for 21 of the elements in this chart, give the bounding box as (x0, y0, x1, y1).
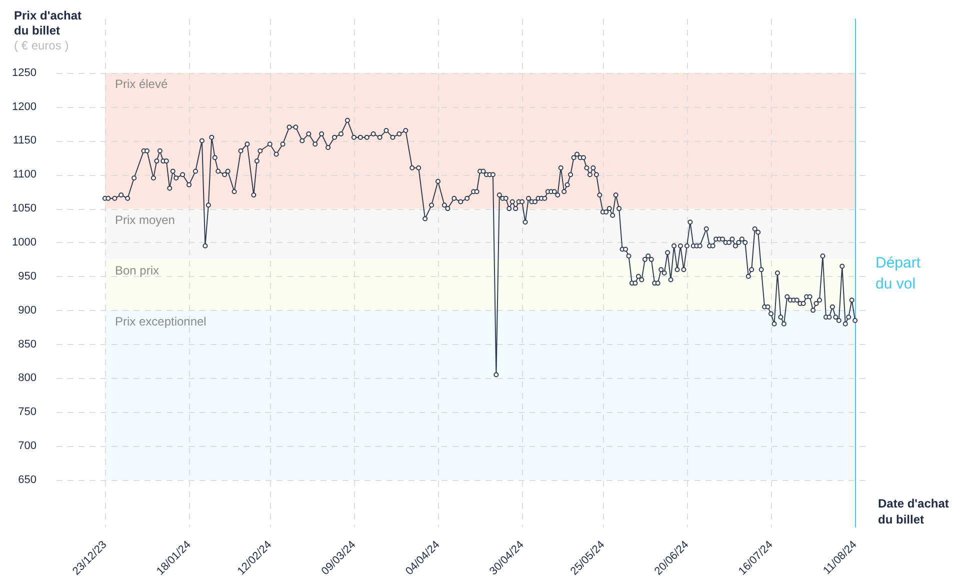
ref-line-label: Départ du vol (876, 254, 922, 293)
band-label: Prix exceptionnel (114, 314, 206, 329)
band-label: Bon prix (114, 264, 159, 278)
annotation: ( € euros ) (14, 38, 69, 52)
y-tick-label: 950 (18, 270, 36, 282)
y-tick-label: 900 (18, 304, 36, 316)
y-tick-label: 1000 (12, 236, 36, 248)
y-tick-label: 1250 (12, 66, 36, 79)
y-tick-label: 650 (18, 474, 36, 486)
y-tick-label: 850 (18, 338, 36, 350)
y-tick-label: 1050 (12, 202, 36, 215)
y-tick-label: 750 (18, 406, 36, 418)
y-axis-title: Prix d'achat du billet (14, 8, 82, 38)
band-label: Prix élevé (114, 77, 168, 92)
x-axis-title: Date d'achat du billet (878, 496, 949, 526)
y-tick-label: 1150 (12, 134, 36, 147)
y-tick-label: 1100 (12, 168, 36, 181)
band-label: Prix moyen (114, 212, 175, 227)
y-tick-label: 1200 (12, 100, 36, 113)
y-tick-label: 800 (18, 372, 36, 384)
y-tick-label: 700 (18, 440, 36, 452)
